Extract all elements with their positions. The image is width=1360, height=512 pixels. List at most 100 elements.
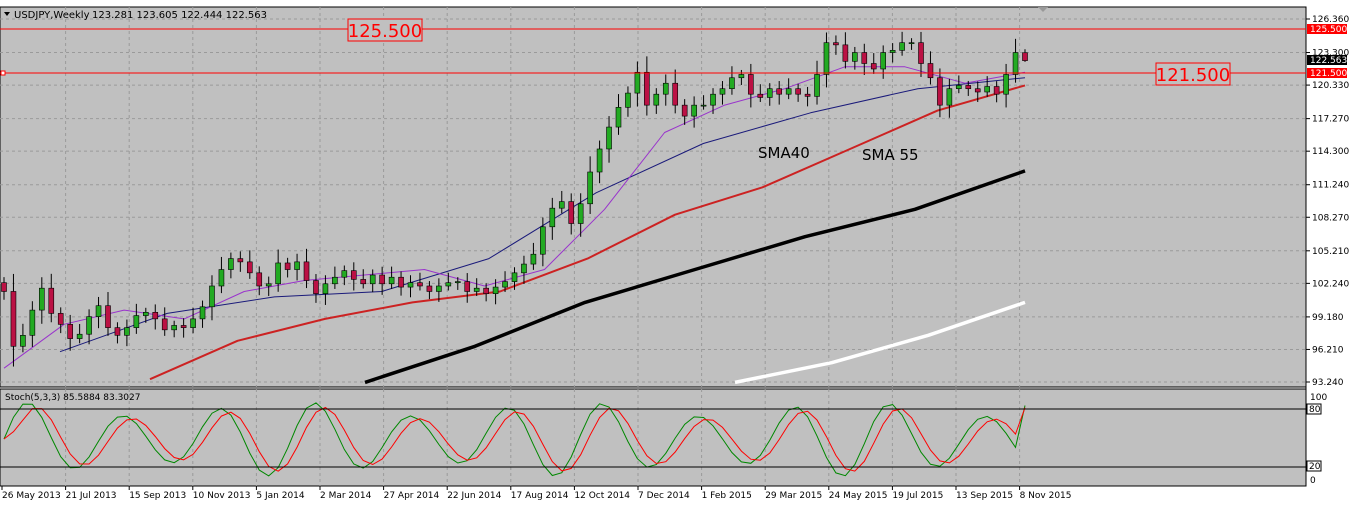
candle-body <box>662 82 669 95</box>
candle-body <box>729 77 735 90</box>
sma55-label: SMA 55 <box>862 146 919 164</box>
candle-body <box>596 148 603 173</box>
candle-body <box>228 258 234 270</box>
candle-body <box>114 327 121 336</box>
candle-body <box>57 313 64 325</box>
candle-body <box>748 74 754 95</box>
candle-body <box>870 63 877 70</box>
candle-body <box>710 93 716 106</box>
candle-body <box>672 82 679 106</box>
price-tick-label: 108.270 <box>1312 213 1349 223</box>
candle-body <box>332 276 338 285</box>
time-tick-label: 17 Aug 2014 <box>511 491 569 501</box>
symbol-label: USDJPY,Weekly <box>14 10 90 21</box>
stoch-signal-line <box>3 406 1026 472</box>
svg-text:122.563: 122.563 <box>1310 56 1347 66</box>
label-121500[interactable]: 121.500 <box>1155 62 1231 86</box>
candle-body <box>880 52 886 70</box>
candle-body <box>483 287 489 294</box>
candle-body <box>161 318 168 331</box>
candle-body <box>937 77 943 106</box>
time-tick-label: 22 Jun 2014 <box>447 491 501 501</box>
candle-body <box>426 285 433 292</box>
label-125500[interactable]: 125.500 <box>347 18 423 42</box>
price-tick-label: 93.240 <box>1312 378 1344 388</box>
candle-body <box>303 261 310 281</box>
candle-body <box>1022 52 1028 61</box>
candle-body <box>653 93 660 106</box>
ohlc-label: 123.281 123.605 122.444 122.563 <box>92 10 267 21</box>
candle-body <box>577 203 584 224</box>
candle-body <box>143 311 149 316</box>
candle-body <box>464 281 471 292</box>
time-tick-label: 26 May 2013 <box>2 491 61 501</box>
candle-body <box>294 261 300 270</box>
candle-body <box>417 282 423 287</box>
price-tag-current: 122.563 <box>1307 55 1347 66</box>
candle-body <box>974 88 981 93</box>
price-tick-label: 105.210 <box>1312 247 1349 257</box>
candle-body <box>388 276 395 285</box>
candle-body <box>511 272 518 282</box>
time-tick-label: 21 Jul 2013 <box>66 491 117 501</box>
time-tick-label: 1 Feb 2015 <box>702 491 752 501</box>
candle-body <box>454 281 461 284</box>
label-121500-text: 121.500 <box>1156 65 1230 86</box>
candle-body <box>908 42 915 44</box>
candle-body <box>852 52 858 62</box>
candle-body <box>20 335 26 347</box>
candle-body <box>218 269 225 287</box>
price-pane[interactable] <box>0 6 1307 388</box>
candle-body <box>379 274 385 285</box>
candle-body <box>681 104 688 117</box>
candle-body <box>965 85 972 90</box>
candle-body <box>766 88 773 98</box>
candle-body <box>833 42 839 46</box>
candle-body <box>899 42 905 51</box>
svg-text:121.500: 121.500 <box>1310 69 1347 79</box>
price-tag-low: 121.500 <box>1307 68 1347 79</box>
candle-body <box>738 74 745 79</box>
moving-average-line <box>149 84 1026 381</box>
candle-body <box>86 316 92 335</box>
level-line-low-handle[interactable] <box>0 70 6 76</box>
price-tick-label: 114.300 <box>1312 147 1349 157</box>
candle-body <box>634 71 641 94</box>
candle-body <box>776 88 783 95</box>
candle-body <box>360 279 367 285</box>
candle-body <box>889 50 896 53</box>
candle-body <box>804 93 811 97</box>
candle-body <box>199 306 206 320</box>
candle-body <box>322 283 329 294</box>
candle-body <box>445 282 452 287</box>
time-tick-label: 19 Jul 2015 <box>892 491 943 501</box>
label-125500-text: 125.500 <box>348 21 422 42</box>
candle-body <box>152 311 159 320</box>
candle-body <box>398 276 404 288</box>
symbol-dropdown-icon[interactable] <box>4 12 10 16</box>
time-tick-label: 8 Nov 2015 <box>1020 491 1072 501</box>
candle-body <box>313 280 319 294</box>
stoch-pane[interactable] <box>0 388 1307 487</box>
candle-body <box>606 126 612 150</box>
candle-body <box>407 282 414 288</box>
sma40-label: SMA40 <box>758 144 810 162</box>
time-tick-label: 2 Mar 2014 <box>320 491 372 501</box>
time-tick-label: 10 Nov 2013 <box>193 491 251 501</box>
candle-body <box>644 71 650 106</box>
time-tick-label: 7 Dec 2014 <box>638 491 690 501</box>
candle-body <box>180 325 187 328</box>
stoch-tick-20: 20 <box>1309 462 1321 472</box>
stoch-tag-20 <box>1306 460 1322 472</box>
candle-body <box>265 283 272 287</box>
candle-body <box>700 104 707 107</box>
price-tick-label: 96.210 <box>1312 345 1344 355</box>
candle-body <box>29 309 36 336</box>
chart-shift-marker-icon[interactable] <box>1038 7 1048 12</box>
candle-body <box>95 305 102 317</box>
price-tag-high: 125.500 <box>1307 24 1347 35</box>
candle-body <box>502 281 508 288</box>
price-tick-label: 126.360 <box>1312 15 1349 25</box>
candle-body <box>256 272 263 287</box>
